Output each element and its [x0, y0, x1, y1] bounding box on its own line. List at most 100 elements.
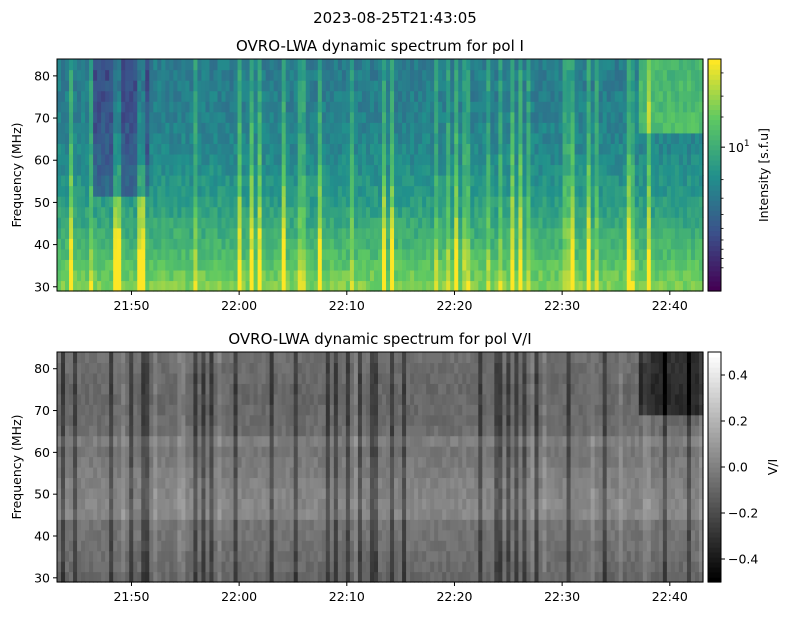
heatmap-cell [237, 477, 243, 489]
heatmap-cell [121, 414, 126, 426]
heatmap-cell [654, 59, 660, 71]
heatmap-cell [221, 561, 227, 573]
heatmap-cell [662, 248, 668, 260]
heatmap-cell [221, 435, 227, 447]
heatmap-cell [285, 269, 291, 282]
heatmap-cell [522, 238, 528, 250]
heatmap-cell [113, 101, 118, 113]
heatmap-cell [265, 111, 271, 123]
heatmap-cell [133, 435, 138, 447]
heatmap-cell [145, 69, 150, 81]
heatmap-cell [197, 519, 203, 531]
heatmap-cell [446, 185, 451, 197]
heatmap-cell [470, 143, 475, 155]
heatmap-cell [538, 248, 544, 260]
heatmap-cell [650, 59, 656, 71]
heatmap-cell [233, 362, 239, 374]
heatmap-cell [486, 206, 491, 218]
heatmap-cell [678, 280, 684, 292]
heatmap-cell [365, 259, 371, 271]
heatmap-cell [273, 269, 279, 282]
heatmap-cell [153, 362, 158, 374]
heatmap-cell [690, 196, 696, 208]
heatmap-cell [390, 217, 395, 229]
heatmap-cell [201, 185, 207, 197]
heatmap-cell [113, 362, 118, 374]
heatmap-cell [105, 540, 110, 552]
heatmap-cell [229, 280, 235, 292]
heatmap-cell [69, 59, 74, 71]
heatmap-cell [361, 59, 367, 71]
heatmap-cell [325, 248, 331, 260]
heatmap-cell [189, 540, 195, 552]
heatmap-cell [241, 248, 247, 260]
heatmap-cell [558, 153, 564, 166]
heatmap-cell [109, 153, 114, 166]
heatmap-cell [662, 69, 668, 81]
heatmap-cell [165, 143, 170, 155]
colorbar-segment [708, 285, 721, 292]
heatmap-cell [289, 425, 295, 437]
heatmap-cell [181, 175, 186, 187]
heatmap-cell [642, 153, 648, 166]
heatmap-cell [101, 248, 106, 260]
heatmap-cell [333, 248, 339, 260]
heatmap-cell [321, 175, 327, 187]
heatmap-cell [574, 143, 580, 155]
heatmap-cell [349, 122, 355, 134]
heatmap-cell [253, 446, 259, 458]
heatmap-cell [538, 196, 544, 208]
heatmap-cell [241, 80, 247, 92]
heatmap-cell [502, 227, 507, 239]
heatmap-cell [494, 101, 499, 113]
heatmap-cell [482, 217, 487, 229]
colorbar-segment [708, 109, 721, 116]
heatmap-cell [181, 248, 186, 260]
heatmap-cell [105, 456, 110, 468]
heatmap-cell [394, 59, 399, 71]
heatmap-cell [225, 529, 231, 541]
heatmap-cell [626, 80, 632, 92]
heatmap-cell [369, 122, 375, 134]
heatmap-cell [97, 122, 102, 134]
heatmap-cell [253, 59, 259, 71]
heatmap-cell [153, 519, 158, 531]
heatmap-cell [638, 164, 644, 176]
heatmap-cell [313, 217, 319, 229]
heatmap-cell [386, 122, 391, 134]
heatmap-cell [289, 227, 295, 239]
heatmap-cell [666, 269, 672, 282]
heatmap-cell [145, 238, 150, 250]
heatmap-cell [185, 238, 191, 250]
heatmap-cell [490, 164, 495, 176]
heatmap-cell [249, 383, 255, 395]
heatmap-cell [133, 404, 138, 416]
heatmap-cell [462, 280, 467, 292]
heatmap-cell [506, 90, 511, 102]
heatmap-cell [458, 111, 463, 123]
heatmap-cell [153, 175, 158, 187]
heatmap-cell [490, 185, 495, 197]
heatmap-cell [157, 80, 162, 92]
heatmap-cell [169, 90, 174, 102]
heatmap-cell [373, 175, 379, 187]
heatmap-cell [161, 185, 166, 197]
heatmap-cell [217, 238, 223, 250]
heatmap-cell [89, 571, 94, 583]
heatmap-cell [325, 269, 331, 282]
heatmap-cell [662, 132, 668, 144]
heatmap-cell [113, 164, 118, 176]
heatmap-cell [261, 143, 267, 155]
heatmap-cell [634, 259, 640, 271]
heatmap-cell [121, 164, 126, 176]
heatmap-cell [261, 164, 267, 176]
heatmap-cell [273, 519, 279, 531]
heatmap-cell [578, 132, 584, 144]
heatmap-cell [345, 196, 351, 208]
heatmap-cell [582, 132, 588, 144]
heatmap-cell [558, 217, 564, 229]
heatmap-cell [97, 280, 102, 292]
heatmap-cell [201, 196, 207, 208]
heatmap-cell [189, 227, 195, 239]
heatmap-cell [305, 143, 311, 155]
